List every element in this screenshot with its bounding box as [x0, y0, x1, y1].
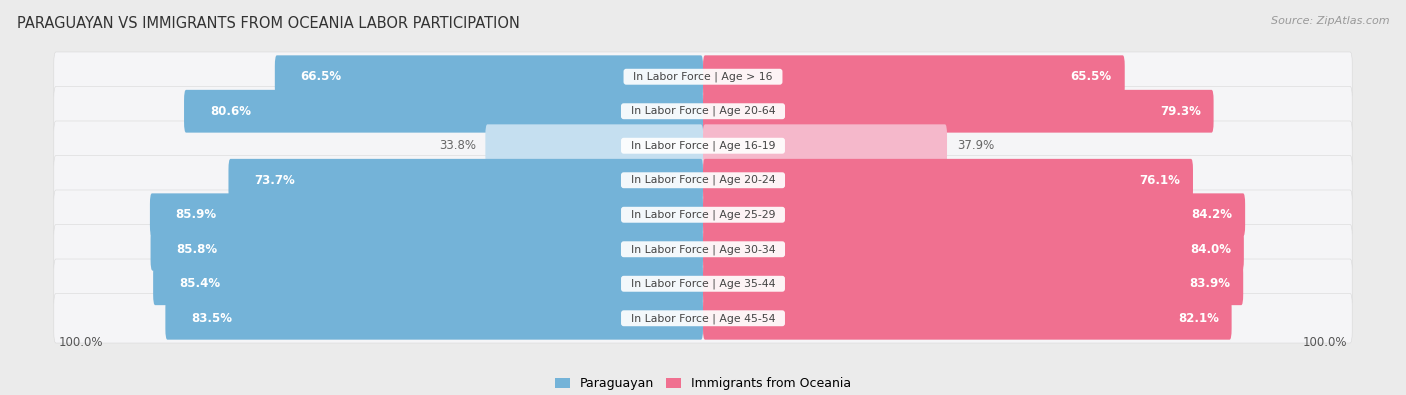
Text: 83.5%: 83.5% [191, 312, 232, 325]
Text: 73.7%: 73.7% [254, 174, 295, 187]
FancyBboxPatch shape [53, 156, 1353, 205]
Text: 83.9%: 83.9% [1189, 277, 1230, 290]
Text: In Labor Force | Age 20-64: In Labor Force | Age 20-64 [624, 106, 782, 117]
Text: 85.8%: 85.8% [176, 243, 218, 256]
Text: 100.0%: 100.0% [1302, 336, 1347, 349]
Text: In Labor Force | Age 16-19: In Labor Force | Age 16-19 [624, 141, 782, 151]
Text: 66.5%: 66.5% [301, 70, 342, 83]
FancyBboxPatch shape [228, 159, 703, 201]
FancyBboxPatch shape [703, 228, 1244, 271]
FancyBboxPatch shape [703, 262, 1243, 305]
Text: In Labor Force | Age 25-29: In Labor Force | Age 25-29 [624, 209, 782, 220]
Text: In Labor Force | Age 35-44: In Labor Force | Age 35-44 [624, 278, 782, 289]
Text: 33.8%: 33.8% [439, 139, 475, 152]
FancyBboxPatch shape [150, 228, 703, 271]
FancyBboxPatch shape [703, 90, 1213, 133]
Legend: Paraguayan, Immigrants from Oceania: Paraguayan, Immigrants from Oceania [550, 372, 856, 395]
FancyBboxPatch shape [53, 52, 1353, 102]
FancyBboxPatch shape [703, 55, 1125, 98]
FancyBboxPatch shape [184, 90, 703, 133]
FancyBboxPatch shape [703, 194, 1246, 236]
Text: 82.1%: 82.1% [1178, 312, 1219, 325]
FancyBboxPatch shape [150, 194, 703, 236]
Text: 79.3%: 79.3% [1160, 105, 1201, 118]
FancyBboxPatch shape [166, 297, 703, 340]
FancyBboxPatch shape [703, 124, 948, 167]
Text: In Labor Force | Age 45-54: In Labor Force | Age 45-54 [624, 313, 782, 324]
FancyBboxPatch shape [703, 297, 1232, 340]
Text: 85.4%: 85.4% [179, 277, 219, 290]
FancyBboxPatch shape [53, 190, 1353, 239]
Text: In Labor Force | Age 20-24: In Labor Force | Age 20-24 [624, 175, 782, 186]
Text: 84.0%: 84.0% [1189, 243, 1232, 256]
Text: 76.1%: 76.1% [1139, 174, 1180, 187]
Text: In Labor Force | Age 30-34: In Labor Force | Age 30-34 [624, 244, 782, 254]
Text: 37.9%: 37.9% [956, 139, 994, 152]
Text: 80.6%: 80.6% [209, 105, 250, 118]
Text: Source: ZipAtlas.com: Source: ZipAtlas.com [1271, 16, 1389, 26]
FancyBboxPatch shape [53, 293, 1353, 343]
FancyBboxPatch shape [53, 259, 1353, 308]
Text: In Labor Force | Age > 16: In Labor Force | Age > 16 [626, 71, 780, 82]
FancyBboxPatch shape [153, 262, 703, 305]
FancyBboxPatch shape [53, 121, 1353, 171]
FancyBboxPatch shape [485, 124, 703, 167]
FancyBboxPatch shape [274, 55, 703, 98]
FancyBboxPatch shape [703, 159, 1192, 201]
Text: 84.2%: 84.2% [1191, 208, 1232, 221]
FancyBboxPatch shape [53, 224, 1353, 274]
FancyBboxPatch shape [53, 87, 1353, 136]
Text: 100.0%: 100.0% [59, 336, 104, 349]
Text: PARAGUAYAN VS IMMIGRANTS FROM OCEANIA LABOR PARTICIPATION: PARAGUAYAN VS IMMIGRANTS FROM OCEANIA LA… [17, 16, 520, 31]
Text: 65.5%: 65.5% [1071, 70, 1112, 83]
Text: 85.9%: 85.9% [176, 208, 217, 221]
